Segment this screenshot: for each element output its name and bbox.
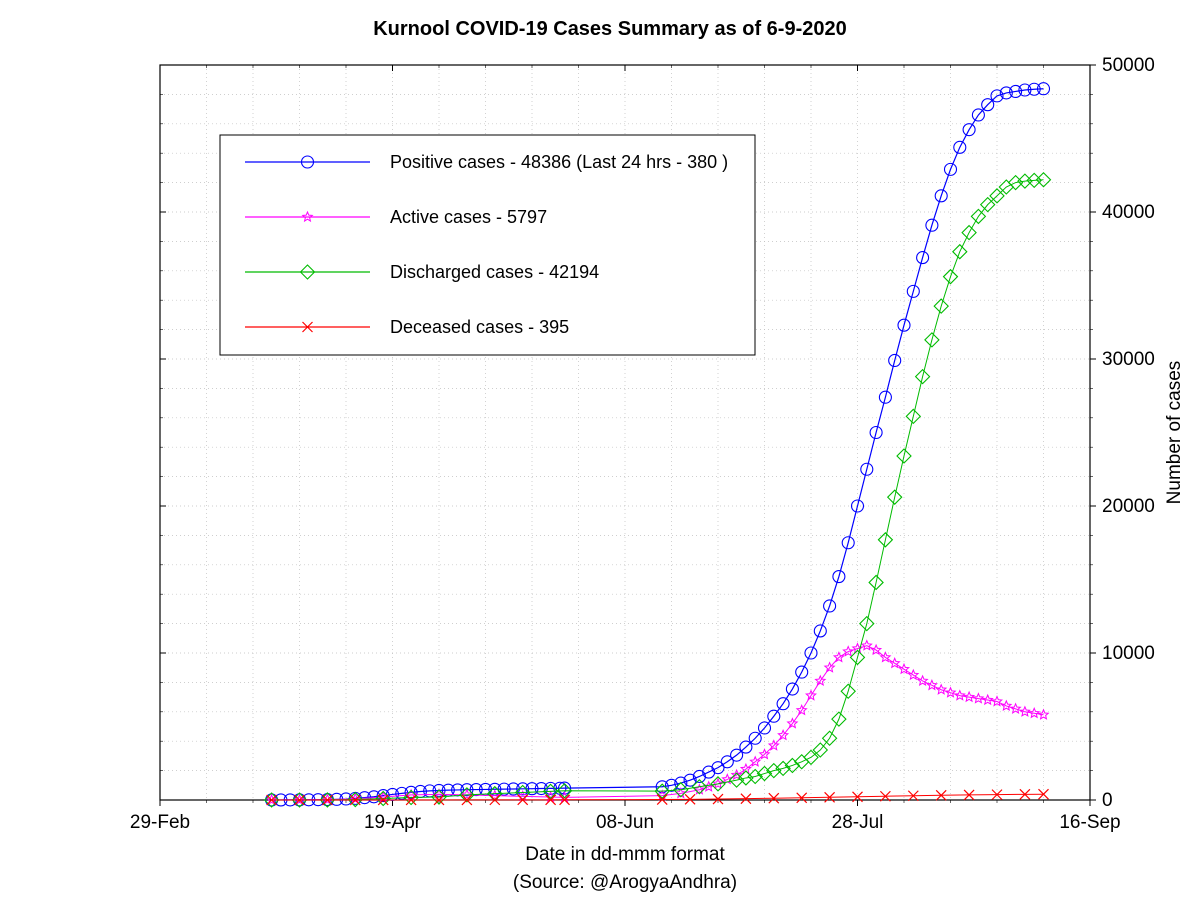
covid-cases-chart: Kurnool COVID-19 Cases Summary as of 6-9… <box>0 0 1200 900</box>
x-tick-label: 08-Jun <box>596 812 654 833</box>
x-tick-label: 19-Apr <box>364 812 422 833</box>
x-axis-sublabel: (Source: @ArogyaAndhra) <box>513 872 737 893</box>
y-axis-label: Number of cases <box>1164 361 1185 505</box>
y-tick-label: 10000 <box>1102 643 1155 664</box>
x-tick-label: 28-Jul <box>832 812 884 833</box>
chart-container: Kurnool COVID-19 Cases Summary as of 6-9… <box>0 0 1200 900</box>
y-tick-label: 50000 <box>1102 55 1155 76</box>
y-tick-label: 20000 <box>1102 496 1155 517</box>
x-tick-label: 16-Sep <box>1059 812 1120 833</box>
y-tick-label: 0 <box>1102 790 1113 811</box>
chart-title: Kurnool COVID-19 Cases Summary as of 6-9… <box>373 18 847 40</box>
y-tick-label: 40000 <box>1102 202 1155 223</box>
legend-label: Active cases - 5797 <box>390 207 547 227</box>
x-tick-label: 29-Feb <box>130 812 190 833</box>
legend-label: Deceased cases - 395 <box>390 317 569 337</box>
legend: Positive cases - 48386 (Last 24 hrs - 38… <box>220 135 755 355</box>
legend-label: Discharged cases - 42194 <box>390 262 599 282</box>
x-axis-label: Date in dd-mmm format <box>525 844 725 865</box>
legend-label: Positive cases - 48386 (Last 24 hrs - 38… <box>390 152 728 172</box>
y-tick-label: 30000 <box>1102 349 1155 370</box>
